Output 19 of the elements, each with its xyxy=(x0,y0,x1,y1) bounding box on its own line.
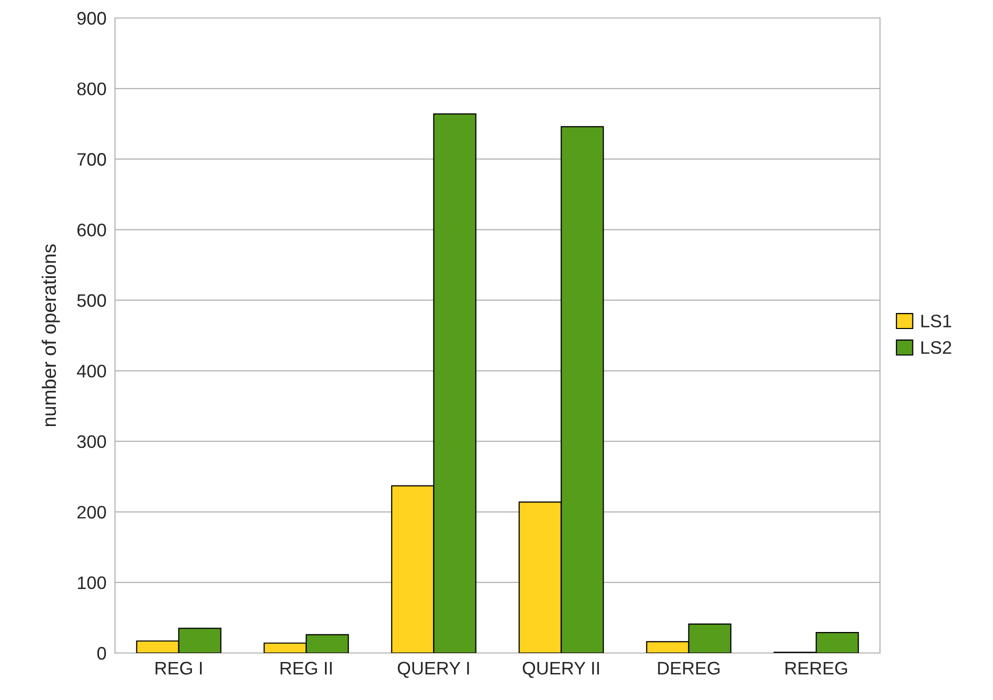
y-tick-label: 300 xyxy=(77,435,106,448)
y-tick-label: 100 xyxy=(78,576,106,590)
legend-label: LS1 xyxy=(921,314,952,328)
y-tick-label: 500 xyxy=(77,294,106,307)
x-tick-label: REG II xyxy=(280,662,332,675)
y-tick-label: 0 xyxy=(97,646,106,660)
y-tick-label: 200 xyxy=(77,506,106,519)
x-tick-label: DEREG xyxy=(658,662,720,675)
y-tick-label: 700 xyxy=(77,153,106,166)
legend-label: LS2 xyxy=(921,341,952,354)
x-tick-label: REREG xyxy=(786,662,848,675)
x-tick-label: QUERY II xyxy=(522,662,599,678)
y-tick-label: 400 xyxy=(76,364,106,378)
y-tick-label: 800 xyxy=(77,82,106,96)
x-tick-label: REG I xyxy=(156,662,202,675)
x-tick-label: QUERY I xyxy=(398,662,469,678)
y-axis-title: number of operations xyxy=(42,244,60,426)
y-tick-label: 900 xyxy=(77,12,106,25)
y-tick-label: 600 xyxy=(77,224,106,236)
